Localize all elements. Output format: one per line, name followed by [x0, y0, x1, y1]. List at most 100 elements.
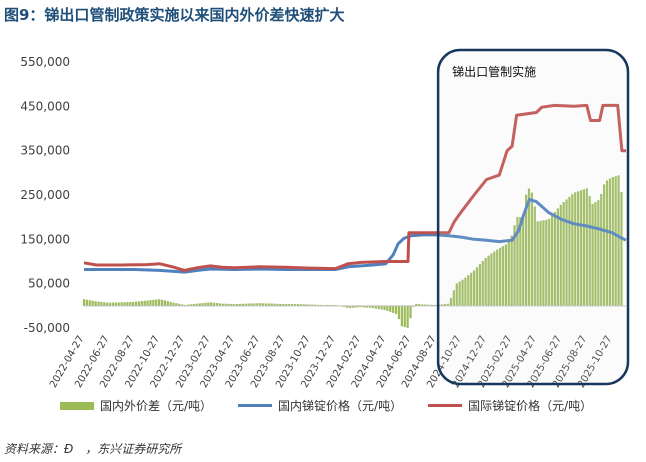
spread-bar: [250, 303, 253, 306]
spread-bar: [525, 194, 528, 306]
spread-bar: [366, 305, 369, 308]
spread-bar: [256, 303, 259, 306]
domestic-price-line: [84, 197, 627, 274]
spread-bar: [594, 202, 597, 306]
spread-bar: [582, 189, 585, 306]
spread-bar: [140, 301, 143, 306]
spread-bar: [137, 301, 141, 306]
y-tick-label: 150,000: [20, 232, 70, 246]
spread-bar: [82, 299, 86, 306]
spread-bar: [516, 217, 519, 306]
spread-bar: [207, 302, 210, 306]
spread-bar: [574, 192, 577, 306]
spread-bar: [143, 300, 146, 306]
spread-bar: [392, 305, 395, 313]
spread-bar: [501, 246, 505, 306]
spread-bar: [189, 304, 193, 306]
legend-swatch-international: [428, 404, 463, 407]
spread-bar: [446, 303, 450, 306]
y-axis: 550,000 450,000 350,000 250,000 150,000 50,00…: [20, 55, 70, 335]
spread-bar: [571, 194, 574, 306]
spread-bar: [215, 303, 219, 306]
spread-bar: [276, 303, 279, 306]
spread-bar: [155, 299, 158, 306]
spread-bar: [204, 302, 207, 306]
spread-bar: [611, 177, 614, 306]
spread-bar: [160, 299, 164, 306]
spread-bar: [244, 303, 247, 306]
legend-swatch-domestic: [238, 404, 273, 407]
spread-bars: [82, 175, 623, 328]
spread-bar: [608, 178, 612, 306]
spread-bar: [536, 221, 539, 306]
spread-bar: [472, 270, 476, 306]
spread-bar: [415, 303, 418, 306]
spread-bar: [617, 175, 620, 306]
spread-bar: [91, 300, 94, 306]
legend-label-spread: 国内外价差（元/吨）: [100, 399, 213, 413]
spread-bar: [111, 302, 114, 306]
spread-bar: [103, 302, 106, 306]
spread-bar: [273, 303, 276, 306]
spread-bar: [100, 301, 103, 306]
spread-bar: [279, 303, 282, 306]
y-tick-label: -50,000: [24, 321, 70, 335]
spread-bar: [123, 302, 126, 306]
spread-bar: [88, 300, 91, 306]
annotation-box: 锑出口管制实施: [436, 48, 630, 386]
spread-bar: [210, 302, 213, 306]
international-price-line: [83, 103, 626, 272]
spread-bar: [262, 303, 265, 306]
spread-bar: [568, 196, 571, 306]
spread-bar: [605, 180, 609, 306]
spread-bar: [253, 303, 256, 306]
chart-title: 图9：锑出口管制政策实施以来国内外价差快速扩大: [4, 6, 345, 24]
spread-bar: [230, 303, 233, 306]
spread-bar: [420, 304, 424, 306]
spread-bar: [389, 305, 392, 312]
spread-bar: [481, 261, 484, 306]
spread-bar: [126, 302, 129, 306]
spread-bar: [507, 240, 510, 306]
spread-bar: [418, 304, 421, 306]
spread-bar: [152, 299, 155, 306]
spread-bar: [600, 193, 603, 306]
spread-bar: [94, 301, 97, 306]
spread-bar: [218, 303, 221, 306]
spread-bar: [348, 305, 351, 308]
spread-bar: [438, 304, 441, 306]
spread-bar: [106, 302, 109, 306]
spread-bar: [114, 302, 117, 306]
spread-bar: [458, 281, 461, 306]
spread-bar: [236, 303, 239, 306]
legend-label-international: 国际锑锭价格（元/吨）: [468, 399, 593, 413]
spread-bar: [504, 244, 507, 306]
spread-bar: [97, 301, 100, 306]
spread-bar: [386, 305, 389, 311]
spread-bar: [368, 305, 372, 308]
spread-bar: [527, 188, 531, 306]
spread-bar: [380, 305, 383, 310]
spread-bar: [158, 299, 161, 306]
spread-bar: [513, 225, 516, 306]
spread-bar: [149, 300, 152, 306]
spread-bar: [345, 305, 349, 308]
spread-bar: [539, 220, 542, 306]
spread-bar: [559, 204, 562, 306]
spread-bar: [429, 304, 432, 306]
spread-bar: [530, 192, 533, 306]
spread-bar: [464, 277, 467, 306]
spread-bar: [227, 303, 230, 306]
spread-bar: [129, 301, 132, 306]
spread-bar: [357, 305, 360, 308]
spread-bar: [597, 200, 600, 306]
spread-bar: [224, 303, 227, 306]
spread-bar: [146, 300, 149, 306]
spread-bar: [201, 303, 204, 306]
spread-bar: [585, 188, 588, 306]
spread-bar: [354, 305, 357, 308]
spread-bar: [181, 304, 184, 306]
spread-bar: [247, 303, 250, 306]
spread-bar: [496, 249, 499, 306]
spread-bar: [132, 301, 135, 306]
